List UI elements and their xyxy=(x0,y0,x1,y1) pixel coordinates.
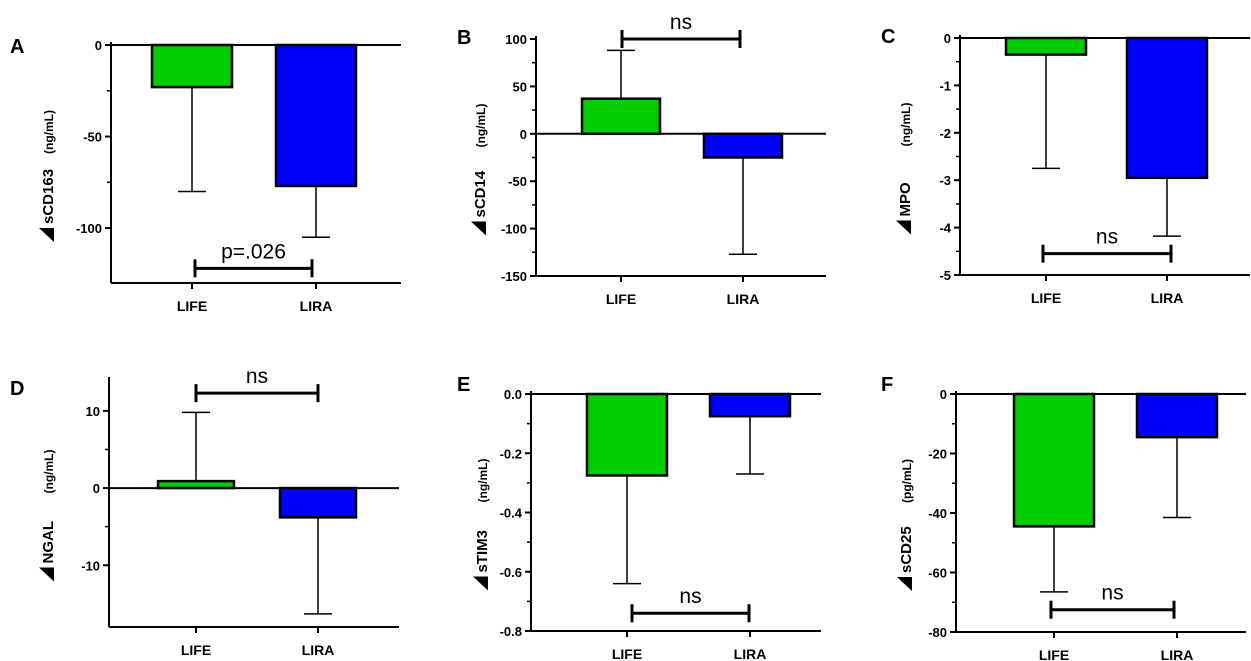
significance-label: p=.026 xyxy=(221,240,286,263)
y-axis-label-unit: (ng/mL) xyxy=(476,459,490,503)
y-tick-label: -100 xyxy=(501,222,527,237)
y-tick-label: 0 xyxy=(944,31,951,46)
bar-lira xyxy=(278,486,358,519)
panel-letter: B xyxy=(457,27,471,49)
y-axis-label-name: NGAL xyxy=(40,521,57,564)
panel-letter: D xyxy=(10,378,24,400)
y-axis-label-name: MPO xyxy=(897,182,914,217)
y-axis-label-name: sCD163 xyxy=(40,169,57,224)
x-tick-label: LIFE xyxy=(181,642,211,658)
bar-life xyxy=(1004,36,1088,56)
y-axis-label: sCD163 (ng/mL) xyxy=(39,110,57,242)
x-tick-label: LIFE xyxy=(1039,647,1069,661)
y-tick-label: 50 xyxy=(513,79,527,94)
delta-triangle-icon xyxy=(471,221,486,236)
y-tick-label: -150 xyxy=(501,269,527,284)
y-tick-label: 10 xyxy=(86,404,100,419)
panel-letter: F xyxy=(881,374,893,396)
y-axis-label-name: sTIM3 xyxy=(474,530,491,573)
significance-label: ns xyxy=(246,365,268,388)
x-tick-label: LIRA xyxy=(1161,647,1194,661)
y-axis-label-name: sCD25 xyxy=(898,526,915,573)
delta-triangle-icon xyxy=(39,228,54,242)
y-tick-label: 0 xyxy=(520,127,527,142)
y-tick-label: 0 xyxy=(95,38,102,53)
y-axis-label: sTIM3 (ng/mL) xyxy=(473,459,491,591)
y-tick-label: -0.2 xyxy=(500,446,522,461)
bar-lira xyxy=(708,392,792,418)
x-tick-label: LIRA xyxy=(1151,290,1184,306)
y-axis-label-name: sCD14 xyxy=(472,170,489,217)
panel-letter: C xyxy=(881,26,895,48)
bar-lira xyxy=(274,43,358,188)
y-tick-label: 100 xyxy=(505,32,527,47)
panel-letter: A xyxy=(10,36,24,58)
delta-triangle-icon xyxy=(897,577,912,591)
x-tick-label: LIFE xyxy=(1031,290,1061,306)
x-tick-label: LIRA xyxy=(734,646,767,661)
chart-panel-D: D 10 0 -10 LIFE LIRA ns NGAL (ng/mL) xyxy=(10,365,399,658)
bar-life xyxy=(156,479,236,490)
y-tick-label: -20 xyxy=(928,447,947,462)
delta-triangle-icon xyxy=(896,220,911,235)
bar-life xyxy=(585,392,669,477)
bar-lira xyxy=(702,132,784,159)
y-tick-label: 0.0 xyxy=(504,387,522,402)
y-tick-label: -0.6 xyxy=(500,565,522,580)
bar-life xyxy=(150,43,234,89)
significance-label: ns xyxy=(670,11,692,34)
x-tick-label: LIFE xyxy=(606,291,636,307)
x-tick-label: LIRA xyxy=(302,642,335,658)
y-axis-label-unit: (ng/mL) xyxy=(474,104,488,148)
y-axis-label-unit: (pg/mL) xyxy=(900,459,914,503)
bar-lira xyxy=(1135,392,1219,439)
significance-label: ns xyxy=(679,585,701,608)
y-axis-label-unit: (ng/mL) xyxy=(899,103,913,147)
y-tick-label: -3 xyxy=(939,173,951,188)
bar-life xyxy=(580,97,662,136)
y-tick-label: -0.8 xyxy=(500,624,522,639)
bar-lira xyxy=(1125,36,1209,180)
x-tick-label: LIFE xyxy=(177,298,207,314)
y-tick-label: 0 xyxy=(93,481,100,496)
y-axis-label: MPO (ng/mL) xyxy=(896,103,914,235)
chart-panel-C: C 0 -1 -2 -3 -4 -5 LIFE LIRA ns MPO (ng/mL) xyxy=(881,26,1250,306)
chart-panel-F: F 0 -20 -40 -60 -80 LIFE LIRA ns sCD25 (pg/mL) xyxy=(881,374,1246,661)
significance-label: ns xyxy=(1101,582,1123,605)
y-tick-label: -4 xyxy=(939,221,951,236)
y-tick-label: -2 xyxy=(939,126,951,141)
y-tick-label: -10 xyxy=(81,558,100,573)
chart-panel-E: E 0.0 -0.2 -0.4 -0.6 -0.8 LIFE LIRA ns sTIM3 (ng/m… xyxy=(457,374,821,661)
delta-triangle-icon xyxy=(39,567,54,582)
y-axis-label: sCD14 (ng/mL) xyxy=(471,104,489,236)
bar-life xyxy=(1012,392,1096,528)
y-axis-label: sCD25 (pg/mL) xyxy=(897,459,915,591)
panel-letter: E xyxy=(457,374,470,396)
x-tick-label: LIFE xyxy=(612,646,642,661)
y-axis-label: NGAL (ng/mL) xyxy=(39,450,57,582)
y-tick-label: -40 xyxy=(928,506,947,521)
y-tick-label: -0.4 xyxy=(500,506,523,521)
chart-panel-A: A 0 -50 -100 LIFE LIRA p=.026 sCD163 (ng/mL) xyxy=(10,36,401,314)
y-tick-label: -5 xyxy=(939,268,951,283)
x-tick-label: LIRA xyxy=(300,298,333,314)
y-axis-label-unit: (ng/mL) xyxy=(42,110,56,154)
y-tick-label: -1 xyxy=(939,78,951,93)
y-tick-label: -60 xyxy=(928,566,947,581)
significance-label: ns xyxy=(1096,226,1118,249)
chart-panel-B: B 100 50 0 -50 -100 -150 LIFE LIRA ns sCD14 (ng/mL) xyxy=(457,11,826,307)
y-tick-label: -50 xyxy=(508,174,527,189)
y-tick-label: -50 xyxy=(83,130,102,145)
x-tick-label: LIRA xyxy=(727,291,760,307)
delta-triangle-icon xyxy=(473,576,488,591)
y-tick-label: -80 xyxy=(928,625,947,640)
y-tick-label: -100 xyxy=(76,221,102,236)
y-axis-label-unit: (ng/mL) xyxy=(42,450,56,494)
y-tick-label: 0 xyxy=(940,387,947,402)
